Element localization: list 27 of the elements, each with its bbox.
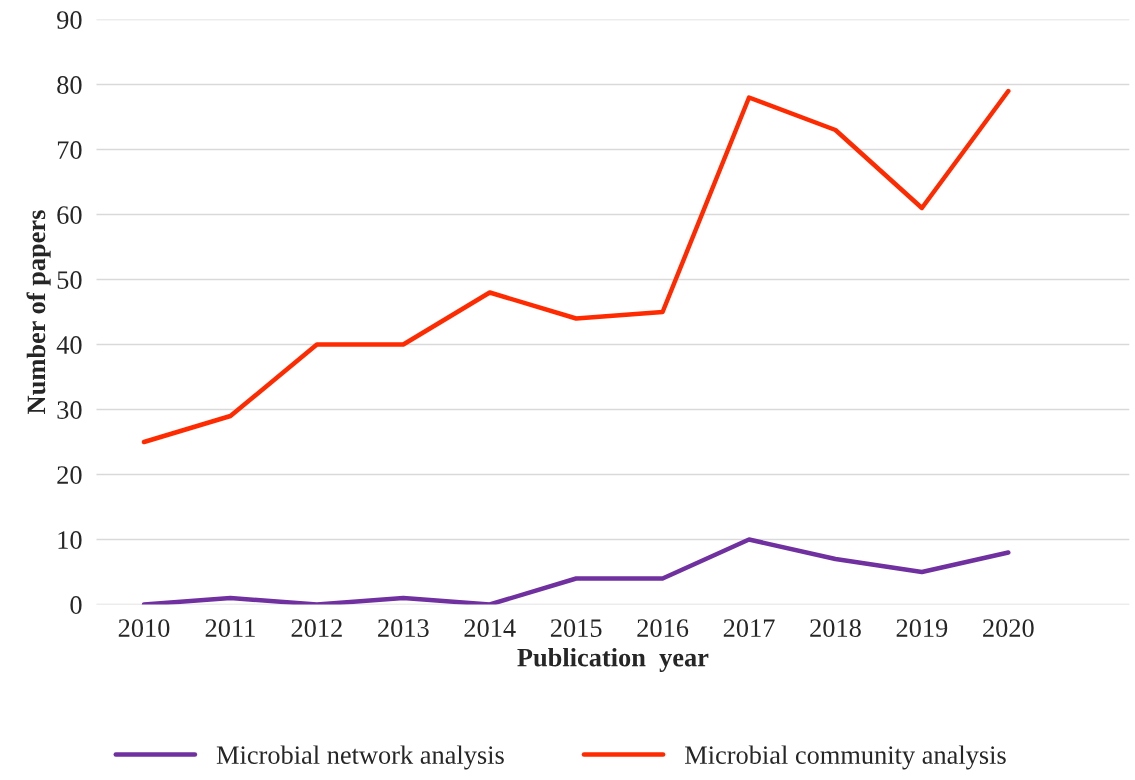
- x-tick-label: 2019: [896, 619, 948, 637]
- y-tick-label: 0: [70, 596, 82, 614]
- y-tick-label: 50: [57, 271, 82, 289]
- x-tick-label: 2017: [723, 619, 775, 637]
- y-tick-label: 10: [58, 531, 82, 549]
- x-tick-label: 2020: [983, 619, 1034, 637]
- x-tick-label: 2014: [464, 619, 516, 637]
- line-series: [141, 537, 1011, 605]
- x-tick-label: 2013: [378, 619, 429, 637]
- legend-label: Microbial community analysis: [685, 745, 1006, 770]
- legend-label: Microbial network analysis: [216, 745, 504, 770]
- y-tick-label: 30: [57, 401, 82, 419]
- x-tick-label: 2011: [205, 619, 255, 637]
- y-tick-label: 70: [57, 141, 82, 159]
- x-tick-label: 2018: [810, 619, 861, 637]
- y-tick-label: 20: [57, 466, 82, 484]
- y-tick-label: 80: [57, 76, 82, 94]
- y-tick-label: 40: [56, 336, 82, 354]
- y-tick-label: 60: [57, 206, 82, 224]
- x-tick-label: 2012: [291, 619, 342, 637]
- x-tick-label: 2010: [118, 619, 170, 637]
- x-tick-label: 2016: [637, 619, 689, 637]
- y-axis-title: Number of papers: [26, 210, 51, 414]
- y-tick-label: 90: [57, 11, 82, 29]
- line-series: [141, 88, 1011, 445]
- x-tick-label: 2015: [550, 619, 602, 637]
- x-axis-title: Publication year: [517, 647, 709, 672]
